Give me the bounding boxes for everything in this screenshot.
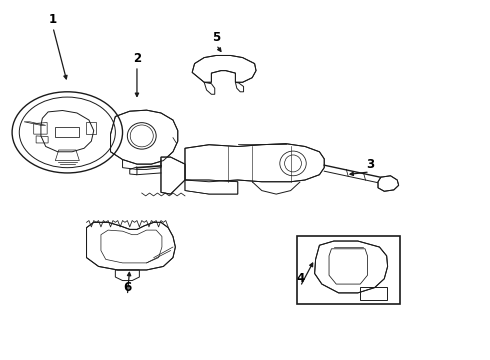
Polygon shape <box>87 222 175 270</box>
Polygon shape <box>111 110 178 164</box>
Text: 1: 1 <box>49 13 57 26</box>
Polygon shape <box>378 176 399 191</box>
Polygon shape <box>185 144 324 182</box>
Text: 4: 4 <box>296 272 304 285</box>
Polygon shape <box>185 180 238 194</box>
Polygon shape <box>161 157 185 194</box>
Text: 6: 6 <box>123 281 131 294</box>
Polygon shape <box>192 55 256 82</box>
Text: 3: 3 <box>366 158 374 171</box>
Ellipse shape <box>127 123 156 149</box>
Text: 2: 2 <box>133 52 141 65</box>
Text: 5: 5 <box>212 31 220 44</box>
Polygon shape <box>315 241 388 293</box>
